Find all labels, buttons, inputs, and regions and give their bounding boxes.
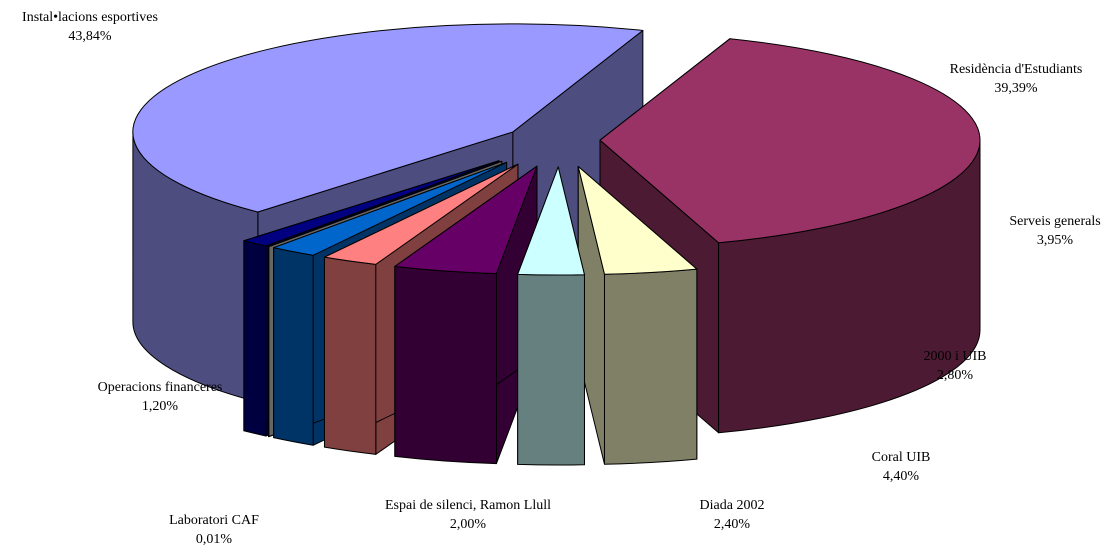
slice-rim-2000-uib [518,274,585,465]
label-coral-uib: Coral UIB 4,40% [841,448,961,486]
slice-label-installacions-esportives: Instal•lacions esportives [0,8,180,27]
slice-label-espai-silenci: Espai de silenci, Ramon Llull [358,496,578,515]
slice-label-operacions-financeres: Operacions financeres [70,378,250,397]
slice-value-2000-uib: 2,80% [895,366,1015,385]
slice-label-serveis-generals: Serveis generals [985,212,1116,231]
slice-label-diada-2002: Diada 2002 [672,496,792,515]
slice-label-2000-uib: 2000 i UIB [895,347,1015,366]
label-residencia: Residència d'Estudiants 39,39% [906,60,1116,98]
slice-value-coral-uib: 4,40% [841,467,961,486]
slice-value-diada-2002: 2,40% [672,515,792,534]
slice-value-espai-silenci: 2,00% [358,515,578,534]
slice-rim-serveis-generals [604,269,696,464]
slice-label-coral-uib: Coral UIB [841,448,961,467]
label-diada-2002: Diada 2002 2,40% [672,496,792,534]
label-operacions-financeres: Operacions financeres 1,20% [70,378,250,416]
label-laboratori-caf: Laboratori CAF 0,01% [139,511,289,549]
label-serveis-generals: Serveis generals 3,95% [985,212,1116,250]
label-installacions-esportives: Instal•lacions esportives 43,84% [0,8,180,46]
slice-rim-espai-silenci [274,248,313,446]
slice-label-residencia: Residència d'Estudiants [906,60,1116,79]
slice-rim-coral-uib [395,266,497,463]
slice-value-serveis-generals: 3,95% [985,231,1116,250]
label-2000-uib: 2000 i UIB 2,80% [895,347,1015,385]
label-espai-silenci: Espai de silenci, Ramon Llull 2,00% [358,496,578,534]
slice-value-residencia: 39,39% [906,79,1116,98]
slice-value-laboratori-caf: 0,01% [139,530,289,549]
slice-value-operacions-financeres: 1,20% [70,397,250,416]
slice-value-installacions-esportives: 43,84% [0,27,180,46]
slice-rim-diada-2002 [324,257,375,454]
slice-label-laboratori-caf: Laboratori CAF [139,511,289,530]
